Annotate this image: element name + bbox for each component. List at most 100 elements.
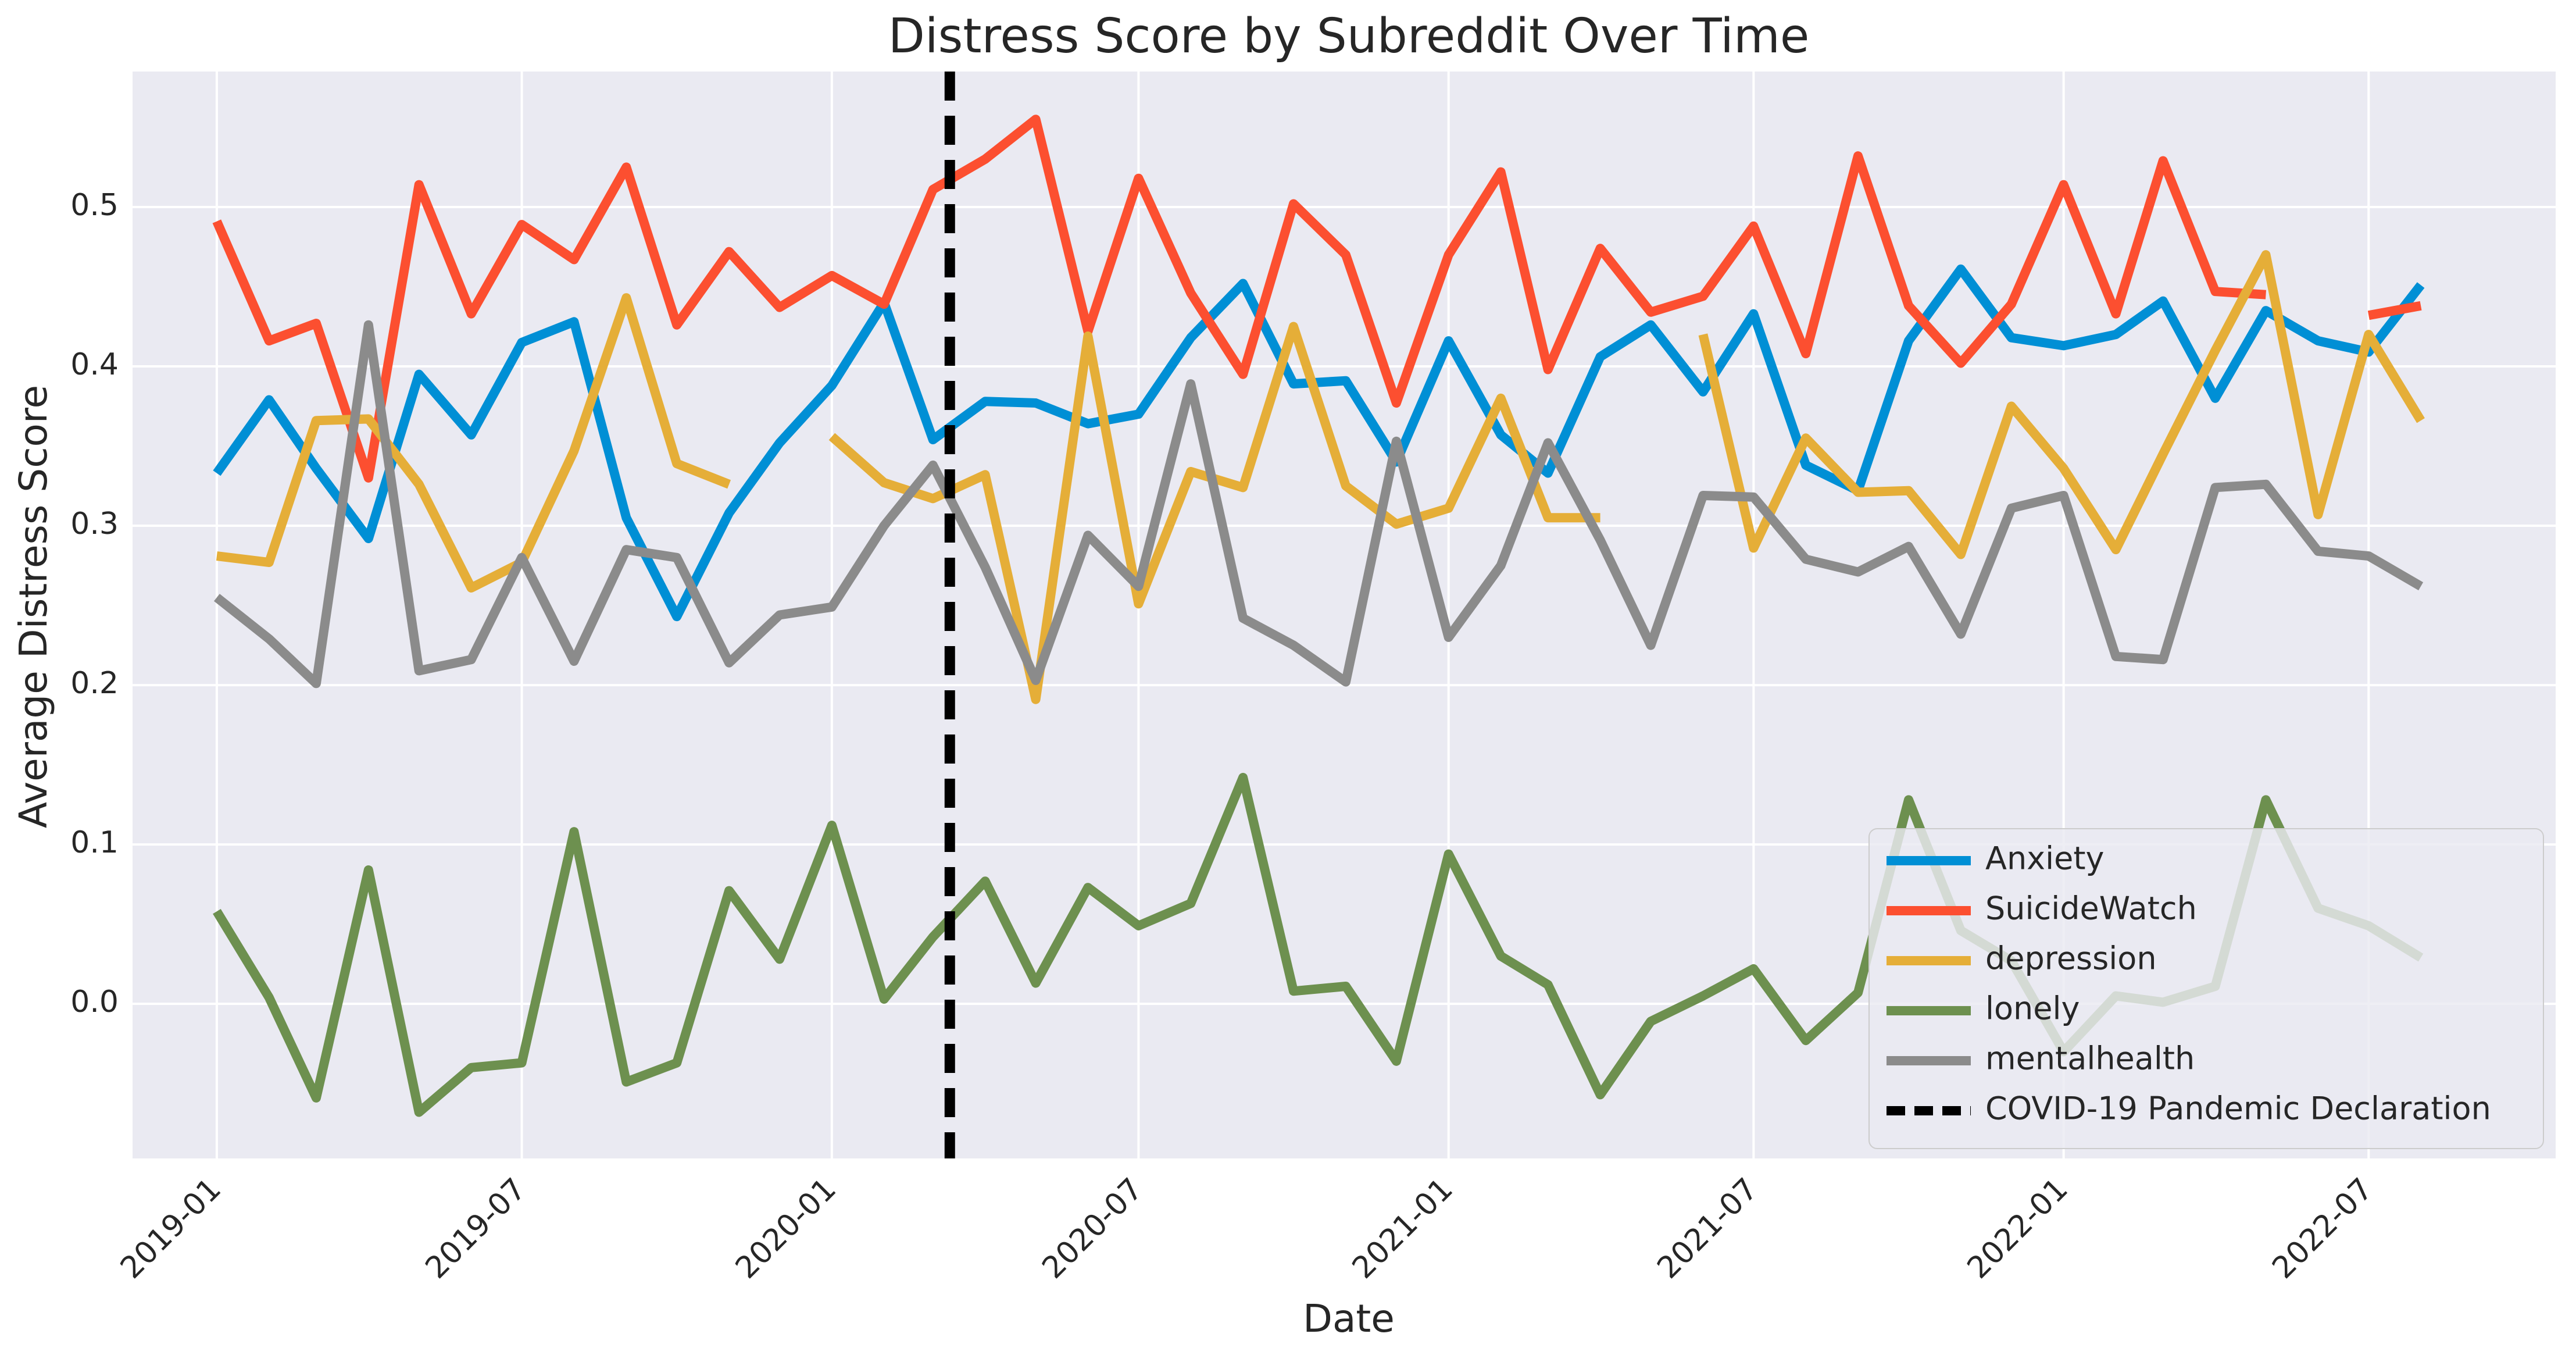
data-point [1805, 465, 1806, 466]
data-point [1242, 777, 1244, 778]
legend-label: COVID-19 Pandemic Declaration [1985, 1090, 2491, 1127]
series-line [213, 264, 2425, 622]
data-point [1087, 887, 1088, 888]
y-tick-label: 0.1 [70, 825, 119, 860]
data-point [2163, 301, 2164, 302]
data-point [368, 538, 369, 539]
data-point [1805, 559, 1806, 560]
legend-label: SuicideWatch [1985, 890, 2197, 927]
data-point [1650, 312, 1652, 313]
data-point [1548, 369, 1549, 370]
data-point [2215, 291, 2216, 292]
data-point [1345, 254, 1346, 255]
data-point [1600, 517, 1601, 518]
y-tick-label: 0.2 [70, 666, 119, 701]
data-point [471, 434, 472, 436]
data-point [2317, 340, 2318, 341]
data-point [831, 385, 833, 386]
data-point [1650, 645, 1652, 646]
data-point [1702, 495, 1703, 496]
data-point [2215, 398, 2216, 399]
data-point [2011, 304, 2012, 305]
data-point [1600, 1094, 1601, 1095]
data-point [1960, 269, 1962, 270]
legend: Anxiety SuicideWatch depression lonely menta… [1868, 828, 2544, 1149]
data-point [1035, 983, 1037, 984]
y-tick-label: 0.5 [70, 188, 119, 223]
data-point [779, 615, 780, 616]
data-point [1293, 645, 1294, 646]
data-point [1396, 402, 1397, 404]
data-point [626, 166, 627, 167]
data-point [1190, 903, 1191, 904]
data-point [269, 997, 270, 998]
data-point [1242, 618, 1244, 619]
data-point [1908, 546, 1909, 547]
data-point [573, 831, 574, 832]
legend-box [1868, 828, 2544, 1149]
data-point [1345, 986, 1346, 987]
data-point [1548, 517, 1549, 518]
data-point [1805, 1040, 1806, 1041]
data-point [216, 221, 217, 222]
data-point [1960, 633, 1962, 634]
data-point [1242, 487, 1244, 488]
data-point [419, 374, 420, 375]
series-line [212, 115, 2422, 483]
data-point [1702, 295, 1703, 297]
data-point [1857, 155, 1859, 156]
data-point [521, 557, 523, 558]
data-point [216, 555, 217, 557]
data-point [1702, 334, 1703, 335]
data-point [2163, 161, 2164, 162]
legend-label: depression [1985, 940, 2157, 977]
data-point [2063, 468, 2064, 469]
data-point [521, 224, 523, 225]
data-point [269, 340, 270, 341]
y-axis-label: Average Distress Score [11, 385, 56, 828]
data-point [1138, 586, 1139, 587]
data-point [1500, 172, 1502, 173]
data-point [728, 662, 730, 664]
data-point [626, 517, 627, 518]
data-point [1448, 854, 1449, 855]
data-point [1650, 1021, 1652, 1022]
y-axis-ticks: 0.0 0.1 0.2 0.3 0.4 0.5 [70, 188, 119, 1019]
data-point [1908, 305, 1909, 306]
data-point [1242, 374, 1244, 375]
data-point [573, 661, 574, 662]
data-point [1345, 682, 1346, 683]
data-point [1600, 356, 1601, 358]
data-point [932, 498, 934, 499]
data-point [2011, 508, 2012, 509]
x-axis-label: Date [1303, 1296, 1395, 1341]
data-point [1702, 391, 1703, 393]
data-point [1548, 473, 1549, 474]
data-point [1448, 340, 1449, 341]
data-point [2317, 551, 2318, 552]
data-point [1500, 434, 1502, 436]
data-point [2368, 315, 2369, 316]
data-point [1702, 996, 1703, 997]
data-point [831, 275, 833, 276]
data-point [1600, 540, 1601, 541]
data-point [1448, 508, 1449, 509]
data-point [316, 323, 317, 324]
data-point [419, 1112, 420, 1113]
data-point [1087, 535, 1088, 536]
data-point [1293, 326, 1294, 327]
legend-label: lonely [1985, 990, 2080, 1027]
data-point [471, 1067, 472, 1068]
data-point [1500, 398, 1502, 399]
data-point [521, 342, 523, 343]
data-point [676, 325, 677, 326]
data-point [316, 683, 317, 684]
data-point [1500, 565, 1502, 566]
data-point [1293, 990, 1294, 992]
data-point [2116, 656, 2117, 657]
data-point [884, 525, 885, 526]
data-point [269, 400, 270, 401]
data-point [1396, 441, 1397, 442]
data-point [316, 1097, 317, 1099]
